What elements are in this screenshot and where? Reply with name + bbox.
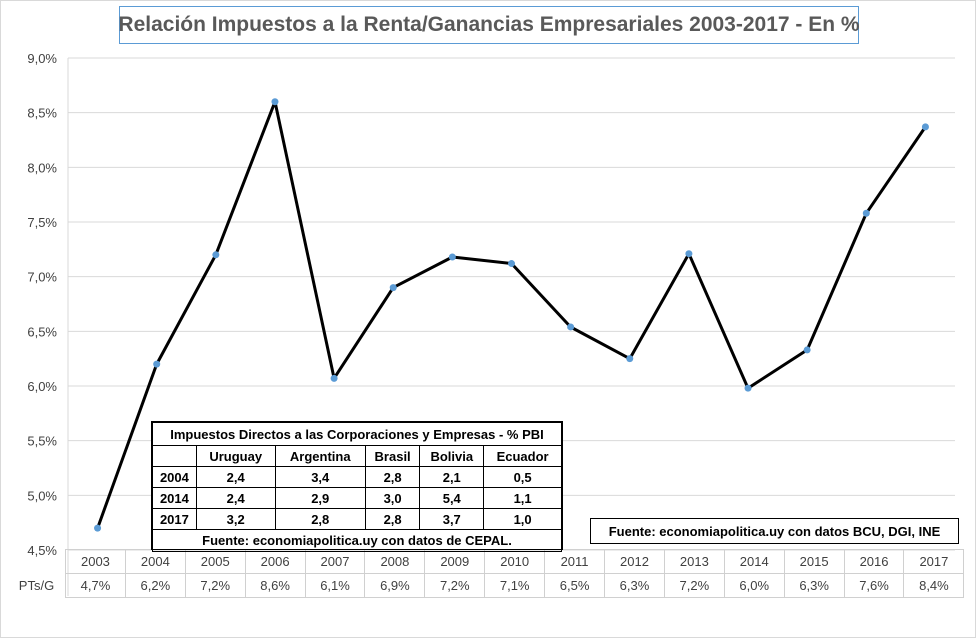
category-label: 2009 [424, 549, 486, 574]
y-tick-label: 7,5% [27, 215, 57, 230]
data-markers [94, 98, 929, 532]
data-point [921, 123, 929, 131]
category-label: 2010 [484, 549, 546, 574]
data-point [685, 250, 693, 258]
inset-cell: 2,8 [364, 466, 421, 488]
inset-cell: 3,7 [419, 508, 485, 530]
inset-cell: 2,1 [419, 466, 485, 488]
inset-cell: 0,5 [483, 466, 562, 488]
inset-column-header: Bolivia [419, 445, 485, 467]
data-label: 6,9% [364, 573, 426, 598]
inset-row: 2004 2,4 3,4 2,8 2,1 0,5 [152, 466, 562, 488]
y-tick-label: 5,5% [27, 434, 57, 449]
y-axis: 4,5% 5,0% 5,5% 6,0% 6,5% 7,0% 7,5% 8,0% 8,5% 9,0% [27, 51, 57, 558]
data-label: 6,5% [544, 573, 606, 598]
inset-cell: 1,1 [483, 487, 562, 509]
inset-column-header: Uruguay [195, 445, 276, 467]
data-label: 6,3% [783, 573, 845, 598]
data-label: 7,1% [484, 573, 546, 598]
data-label: 7,2% [663, 573, 725, 598]
inset-row-year: 2004 [152, 466, 197, 488]
category-label: 2012 [604, 549, 665, 574]
data-point [330, 374, 338, 382]
y-tick-label: 4,5% [27, 543, 57, 558]
inset-header-row: Uruguay Argentina Brasil Bolivia Ecuador [152, 445, 562, 467]
inset-cell: 2,8 [274, 508, 366, 530]
inset-cell: 5,4 [419, 487, 485, 509]
data-point [448, 253, 456, 261]
data-point [567, 323, 575, 331]
data-label: 6,3% [604, 573, 665, 598]
data-point [212, 251, 220, 259]
data-point [271, 98, 279, 106]
category-row: 2003 2004 2005 2006 2007 2008 2009 2010 2011 2012… [8, 549, 965, 574]
data-point [153, 360, 161, 368]
value-row: PTs/G 4,7% 6,2% 7,2% 8,6% 6,1% 6,9% 7,2% 7,1% 6,… [8, 573, 965, 598]
inset-column-header: Ecuador [483, 445, 562, 467]
category-label: 2016 [843, 549, 905, 574]
inset-footer: Fuente: economiapolitica.uy con datos de… [152, 529, 562, 552]
inset-row: 2017 3,2 2,8 2,8 3,7 1,0 [152, 508, 562, 530]
y-tick-label: 7,0% [27, 270, 57, 285]
y-tick-label: 8,5% [27, 106, 57, 121]
inset-cell: 2,9 [274, 487, 366, 509]
inset-table: Impuestos Directos a las Corporaciones y… [151, 421, 563, 552]
inset-cell: 2,4 [195, 487, 276, 509]
y-tick-label: 6,0% [27, 379, 57, 394]
inset-row-year: 2014 [152, 487, 197, 509]
data-point [94, 524, 102, 532]
category-label: 2005 [184, 549, 246, 574]
inset-column-header [152, 445, 197, 467]
inset-column-header: Argentina [274, 445, 366, 467]
inset-title: Impuestos Directos a las Corporaciones y… [152, 422, 562, 446]
data-label: 8,4% [903, 573, 965, 598]
category-label: 2007 [304, 549, 366, 574]
data-table: 2003 2004 2005 2006 2007 2008 2009 2010 2011 2012… [8, 549, 965, 598]
category-label: 2011 [544, 549, 606, 574]
category-label: 2017 [903, 549, 965, 574]
data-label: 6,1% [304, 573, 366, 598]
category-row-header [8, 550, 66, 574]
inset-cell: 2,4 [195, 466, 276, 488]
y-tick-label: 6,5% [27, 324, 57, 339]
category-label: 2004 [124, 549, 186, 574]
data-label: 8,6% [244, 573, 306, 598]
data-point [389, 284, 397, 292]
inset-row: 2014 2,4 2,9 3,0 5,4 1,1 [152, 487, 562, 509]
data-point [626, 355, 634, 363]
source-note: Fuente: economiapolitica.uy con datos BC… [590, 518, 959, 544]
data-label: 7,2% [424, 573, 486, 598]
data-label: 7,2% [184, 573, 246, 598]
category-label: 2013 [663, 549, 725, 574]
data-label: 7,6% [843, 573, 905, 598]
data-point [508, 260, 515, 268]
inset-cell: 1,0 [483, 508, 562, 530]
chart-title: Relación Impuestos a la Renta/Ganancias … [118, 13, 860, 36]
category-label: 2008 [364, 549, 426, 574]
inset-row-year: 2017 [152, 508, 197, 530]
category-label: 2003 [65, 549, 126, 574]
inset-cell: 2,8 [364, 508, 421, 530]
chart-title-box: Relación Impuestos a la Renta/Ganancias … [118, 6, 860, 44]
category-label: 2006 [244, 549, 306, 574]
y-tick-label: 8,0% [27, 160, 57, 175]
y-tick-label: 9,0% [27, 51, 57, 66]
data-label: 6,2% [124, 573, 186, 598]
y-tick-label: 5,0% [27, 488, 57, 503]
data-label: 6,0% [723, 573, 785, 598]
inset-column-header: Brasil [364, 445, 421, 467]
data-point [744, 384, 752, 392]
category-label: 2015 [783, 549, 845, 574]
inset-cell: 3,4 [274, 466, 366, 488]
data-point [803, 346, 811, 354]
data-label: 4,7% [65, 573, 126, 598]
series-name: PTs/G [18, 578, 55, 593]
inset-cell: 3,0 [364, 487, 421, 509]
category-label: 2014 [723, 549, 785, 574]
data-point [862, 209, 870, 217]
inset-cell: 3,2 [195, 508, 276, 530]
